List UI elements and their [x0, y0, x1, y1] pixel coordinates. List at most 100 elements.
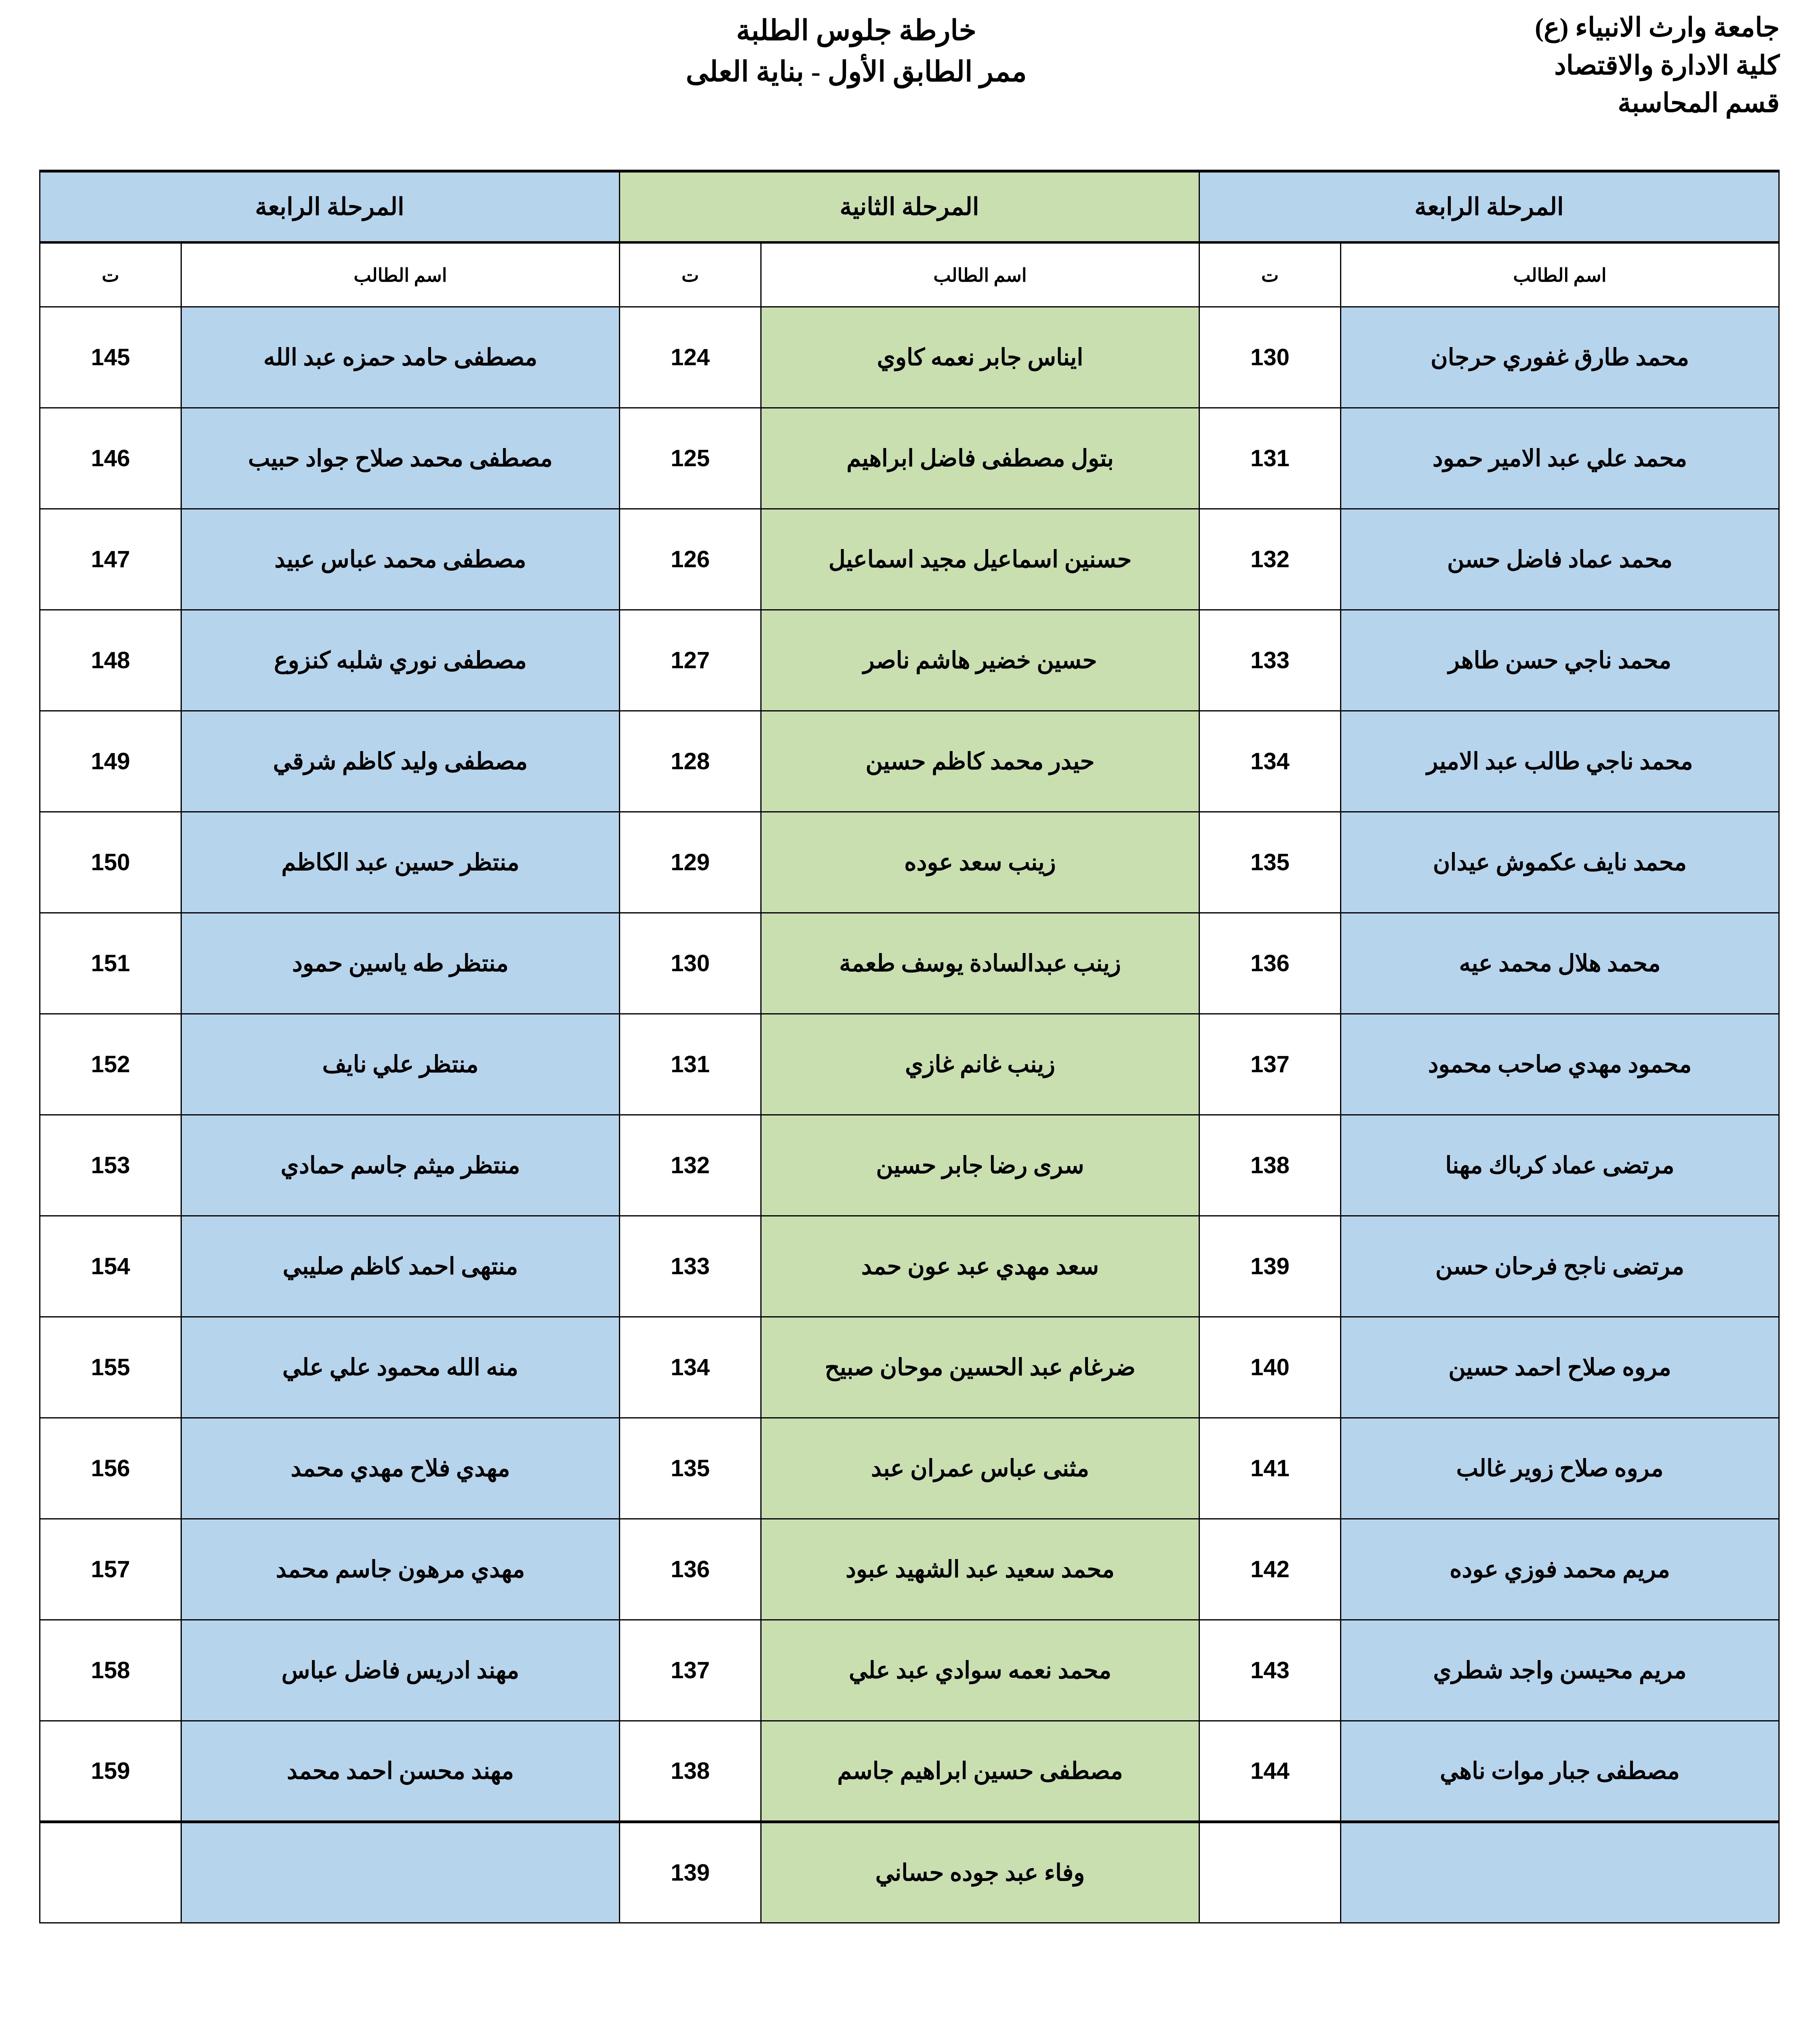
- student-name-cell-right: محمد طارق غفوري حرجان: [1340, 306, 1780, 408]
- student-name-cell-middle: مصطفى حسين ابراهيم جاسم: [760, 1720, 1200, 1822]
- student-name-cell-middle: بتول مصطفى فاضل ابراهيم: [760, 407, 1200, 509]
- student-name-cell-left: منتظر طه ياسين حمود: [181, 912, 620, 1014]
- student-name-cell-left: مصطفى وليد كاظم شرقي: [181, 710, 620, 812]
- student-name-cell-left: مصطفى محمد صلاح جواد حبيب: [181, 407, 620, 509]
- student-number-cell-middle: 137: [619, 1619, 762, 1721]
- student-name-cell-left: مصطفى محمد عباس عبيد: [181, 508, 620, 610]
- group-header-row: المرحلة الرابعة المرحلة الثانية المرحلة …: [39, 170, 1780, 244]
- student-number-cell-right: 140: [1199, 1316, 1341, 1418]
- seating-table: المرحلة الرابعة المرحلة الثانية المرحلة …: [39, 170, 1780, 1923]
- student-name-cell-middle: ضرغام عبد الحسين موحان صبيح: [760, 1316, 1200, 1418]
- seating-table-wrapper: المرحلة الرابعة المرحلة الثانية المرحلة …: [0, 170, 1820, 1923]
- student-name-cell-middle: حسنين اسماعيل مجيد اسماعيل: [760, 508, 1200, 610]
- col-header-number-right: ت: [1199, 242, 1341, 307]
- student-name-cell-right: مريم محمد فوزي عوده: [1340, 1518, 1780, 1620]
- table-row: مرتضى عماد كرباك مهنا 138 سرى رضا جابر حسي…: [39, 1114, 1780, 1216]
- student-number-cell-left: 157: [39, 1518, 182, 1620]
- student-number-cell-right: 132: [1199, 508, 1341, 610]
- student-name-cell-middle: وفاء عبد جوده حساني: [760, 1820, 1200, 1923]
- student-name-cell-right: محمد هلال محمد عيه: [1340, 912, 1780, 1014]
- student-number-cell-right: 137: [1199, 1013, 1341, 1115]
- student-number-cell-middle: 125: [619, 407, 762, 509]
- student-number-cell-middle: 138: [619, 1720, 762, 1822]
- student-name-cell-middle: زينب غانم غازي: [760, 1013, 1200, 1115]
- student-name-cell-middle: مثنى عباس عمران عبد: [760, 1417, 1200, 1519]
- col-header-number-middle: ت: [619, 242, 762, 307]
- table-row: محمد عماد فاضل حسن 132 حسنين اسماعيل مجيد …: [39, 508, 1780, 610]
- student-number-cell-left: 149: [39, 710, 182, 812]
- table-row: محمد هلال محمد عيه 136 زينب عبدالسادة يوسف…: [39, 912, 1780, 1014]
- student-number-cell-right: 134: [1199, 710, 1341, 812]
- student-number-cell-right: 130: [1199, 306, 1341, 408]
- table-row: محمد نايف عكموش عيدان 135 زينب سعد عوده 129…: [39, 811, 1780, 913]
- table-row: مروه صلاح احمد حسين 140 ضرغام عبد الحسين م…: [39, 1316, 1780, 1418]
- col-header-student-name-middle: اسم الطالب: [760, 242, 1200, 307]
- student-name-cell-middle: سرى رضا جابر حسين: [760, 1114, 1200, 1216]
- col-header-student-name-right: اسم الطالب: [1340, 242, 1780, 307]
- student-number-cell-right: [1199, 1820, 1341, 1923]
- student-name-cell-middle: زينب سعد عوده: [760, 811, 1200, 913]
- student-name-cell-right: محمد علي عبد الامير حمود: [1340, 407, 1780, 509]
- student-name-cell-right: مريم محيسن واجد شطري: [1340, 1619, 1780, 1721]
- page-title: خارطة جلوس الطلبة: [736, 15, 976, 46]
- document-title-block: خارطة جلوس الطلبة ممر الطابق الأول - بنا…: [686, 9, 1027, 93]
- table-row: وفاء عبد جوده حساني 139: [39, 1820, 1780, 1923]
- table-row: محمد ناجي طالب عبد الامير 134 حيدر محمد كا…: [39, 710, 1780, 812]
- student-number-cell-middle: 127: [619, 609, 762, 711]
- table-row: مريم محيسن واجد شطري 143 محمد نعمه سوادي ع…: [39, 1619, 1780, 1721]
- student-number-cell-right: 142: [1199, 1518, 1341, 1620]
- group-header-right-stage: المرحلة الرابعة: [1199, 170, 1780, 244]
- student-name-cell-right: محمد عماد فاضل حسن: [1340, 508, 1780, 610]
- sub-header-row: اسم الطالب ت اسم الطالب ت اسم الطالب ت: [39, 242, 1780, 307]
- student-number-cell-left: 146: [39, 407, 182, 509]
- student-name-cell-right: محمود مهدي صاحب محمود: [1340, 1013, 1780, 1115]
- student-number-cell-middle: 134: [619, 1316, 762, 1418]
- student-number-cell-left: 150: [39, 811, 182, 913]
- student-name-cell-middle: حيدر محمد كاظم حسين: [760, 710, 1200, 812]
- group-header-middle-stage: المرحلة الثانية: [619, 170, 1200, 244]
- student-number-cell-left: 155: [39, 1316, 182, 1418]
- student-name-cell-left: منه الله محمود علي علي: [181, 1316, 620, 1418]
- student-number-cell-right: 133: [1199, 609, 1341, 711]
- table-row: مروه صلاح زوير غالب 141 مثنى عباس عمران عب…: [39, 1417, 1780, 1519]
- student-name-cell-middle: محمد نعمه سوادي عبد علي: [760, 1619, 1200, 1721]
- group-header-left-stage: المرحلة الرابعة: [39, 170, 620, 244]
- student-name-cell-left: مهند ادريس فاضل عباس: [181, 1619, 620, 1721]
- student-number-cell-middle: 131: [619, 1013, 762, 1115]
- student-number-cell-left: 147: [39, 508, 182, 610]
- student-number-cell-middle: 126: [619, 508, 762, 610]
- student-number-cell-middle: 129: [619, 811, 762, 913]
- student-number-cell-left: 145: [39, 306, 182, 408]
- student-name-cell-right: مصطفى جبار موات ناهي: [1340, 1720, 1780, 1822]
- student-number-cell-left: 158: [39, 1619, 182, 1721]
- student-number-cell-right: 139: [1199, 1215, 1341, 1317]
- table-row: مريم محمد فوزي عوده 142 محمد سعيد عبد الشه…: [39, 1518, 1780, 1620]
- student-number-cell-right: 141: [1199, 1417, 1341, 1519]
- student-name-cell-middle: سعد مهدي عبد عون حمد: [760, 1215, 1200, 1317]
- student-number-cell-right: 144: [1199, 1720, 1341, 1822]
- student-number-cell-middle: 133: [619, 1215, 762, 1317]
- institution-block: جامعة وارث الانبياء (ع) كلية الادارة وال…: [1535, 9, 1780, 122]
- student-name-cell-middle: محمد سعيد عبد الشهيد عبود: [760, 1518, 1200, 1620]
- table-row: محمد طارق غفوري حرجان 130 ايناس جابر نعمه …: [39, 306, 1780, 408]
- table-row: محمد ناجي حسن طاهر 133 حسين خضير هاشم ناصر…: [39, 609, 1780, 711]
- student-name-cell-middle: حسين خضير هاشم ناصر: [760, 609, 1200, 711]
- page-header: جامعة وارث الانبياء (ع) كلية الادارة وال…: [0, 0, 1820, 170]
- student-name-cell-right: مرتضى ناجح فرحان حسن: [1340, 1215, 1780, 1317]
- student-name-cell-left: [181, 1820, 620, 1923]
- student-number-cell-middle: 139: [619, 1820, 762, 1923]
- student-number-cell-middle: 124: [619, 306, 762, 408]
- student-name-cell-right: محمد ناجي حسن طاهر: [1340, 609, 1780, 711]
- student-name-cell-right: محمد نايف عكموش عيدان: [1340, 811, 1780, 913]
- student-number-cell-left: 154: [39, 1215, 182, 1317]
- student-name-cell-middle: ايناس جابر نعمه كاوي: [760, 306, 1200, 408]
- student-number-cell-middle: 136: [619, 1518, 762, 1620]
- student-number-cell-right: 135: [1199, 811, 1341, 913]
- student-number-cell-left: 152: [39, 1013, 182, 1115]
- col-header-number-left: ت: [39, 242, 182, 307]
- student-name-cell-left: منتظر ميثم جاسم حمادي: [181, 1114, 620, 1216]
- student-name-cell-left: منتهى احمد كاظم صليبي: [181, 1215, 620, 1317]
- college-name: كلية الادارة والاقتصاد: [1554, 50, 1780, 80]
- department-name: قسم المحاسبة: [1618, 88, 1780, 118]
